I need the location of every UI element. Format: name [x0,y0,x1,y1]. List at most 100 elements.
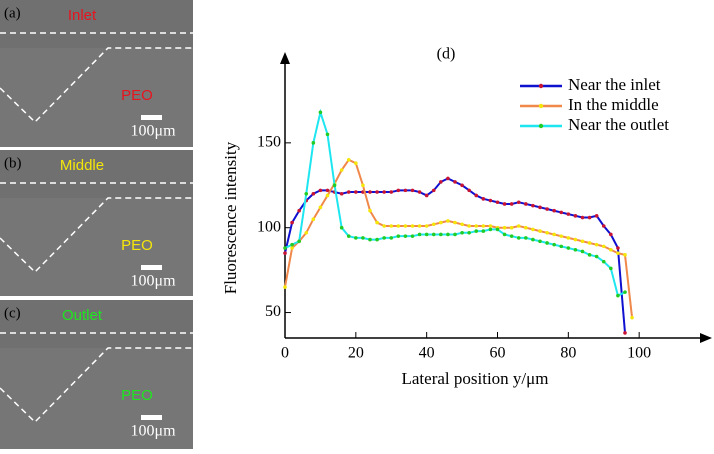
data-point [609,232,613,237]
data-point [453,220,457,225]
legend-label: Near the inlet [568,75,661,94]
data-point [417,190,422,194]
data-point [290,220,294,225]
data-point [545,207,549,211]
x-tick-label: 0 [281,345,289,362]
data-point [424,224,429,228]
data-point [495,227,500,232]
data-point [552,208,556,213]
data-point [481,197,486,201]
data-point [297,239,301,244]
data-point [318,110,323,115]
x-tick-label: 100 [627,345,651,362]
data-point [439,180,443,184]
data-point [524,202,528,206]
data-point [538,239,542,244]
data-point [609,266,613,271]
data-point [502,232,507,237]
scale-bar [141,415,162,420]
data-point [467,230,471,235]
data-point [516,200,521,205]
data-point [354,161,358,166]
data-point [368,208,372,213]
legend-marker [538,123,544,129]
data-point [375,237,379,242]
panel-name: Outlet [62,307,103,324]
panel-label: (b) [4,155,22,171]
data-point [389,236,394,240]
x-tick-label: 20 [348,345,364,362]
data-point [446,219,450,223]
data-point [566,246,571,250]
data-point [531,227,535,232]
data-point [354,190,358,194]
data-point [325,193,330,198]
data-point [580,249,585,254]
data-point [552,232,556,237]
fluid-label: PEO [121,237,153,254]
data-point [623,290,627,294]
data-point [559,244,564,249]
y-tick-label: 50 [265,303,281,320]
data-point [601,244,606,249]
scale-bar [141,265,162,270]
data-point [566,212,571,216]
data-point [361,183,365,188]
data-point [467,188,471,193]
data-point [410,234,415,238]
data-point [410,188,415,193]
y-tick-label: 150 [257,134,281,151]
data-point [396,224,401,228]
data-point [375,220,379,225]
data-point [446,176,450,181]
scale-label: 100μm [130,273,176,290]
data-point [524,225,528,230]
data-point [580,215,585,220]
data-point [516,224,521,228]
data-point [453,180,457,184]
channel-wall [0,47,193,124]
data-point [616,246,620,250]
panel-label: (a) [4,5,21,21]
x-axis-label: Lateral position y/μm [402,369,549,388]
data-point [346,190,351,194]
data-point [339,191,344,196]
data-point [325,188,330,193]
y-tick-label: 100 [257,218,281,235]
data-point [382,236,386,240]
data-point [594,242,599,247]
data-point [538,205,542,210]
data-point [431,232,436,237]
data-point [474,193,479,198]
data-point [545,241,549,245]
data-point [431,222,436,227]
data-point [325,132,330,137]
data-point [382,224,386,228]
channel-wall [0,347,193,424]
data-point [594,254,599,259]
data-point [368,237,372,242]
data-point [495,200,500,205]
data-point [389,224,394,228]
data-point [616,251,620,255]
y-axis-label: Fluorescence intensity [221,141,240,294]
data-point [283,246,287,250]
data-point [601,224,606,228]
data-point [488,227,493,232]
data-point [609,247,613,252]
data-point [460,230,464,235]
data-point [424,232,429,237]
data-point [297,208,301,213]
data-point [531,237,535,242]
data-point [439,220,443,225]
data-point [509,225,514,230]
data-point [538,229,542,233]
data-point [304,191,309,196]
micrograph-shade [0,48,193,147]
data-point [594,214,599,218]
data-point [332,183,337,188]
legend-marker [538,103,544,109]
scale-bar [141,115,162,120]
data-point [587,253,592,257]
